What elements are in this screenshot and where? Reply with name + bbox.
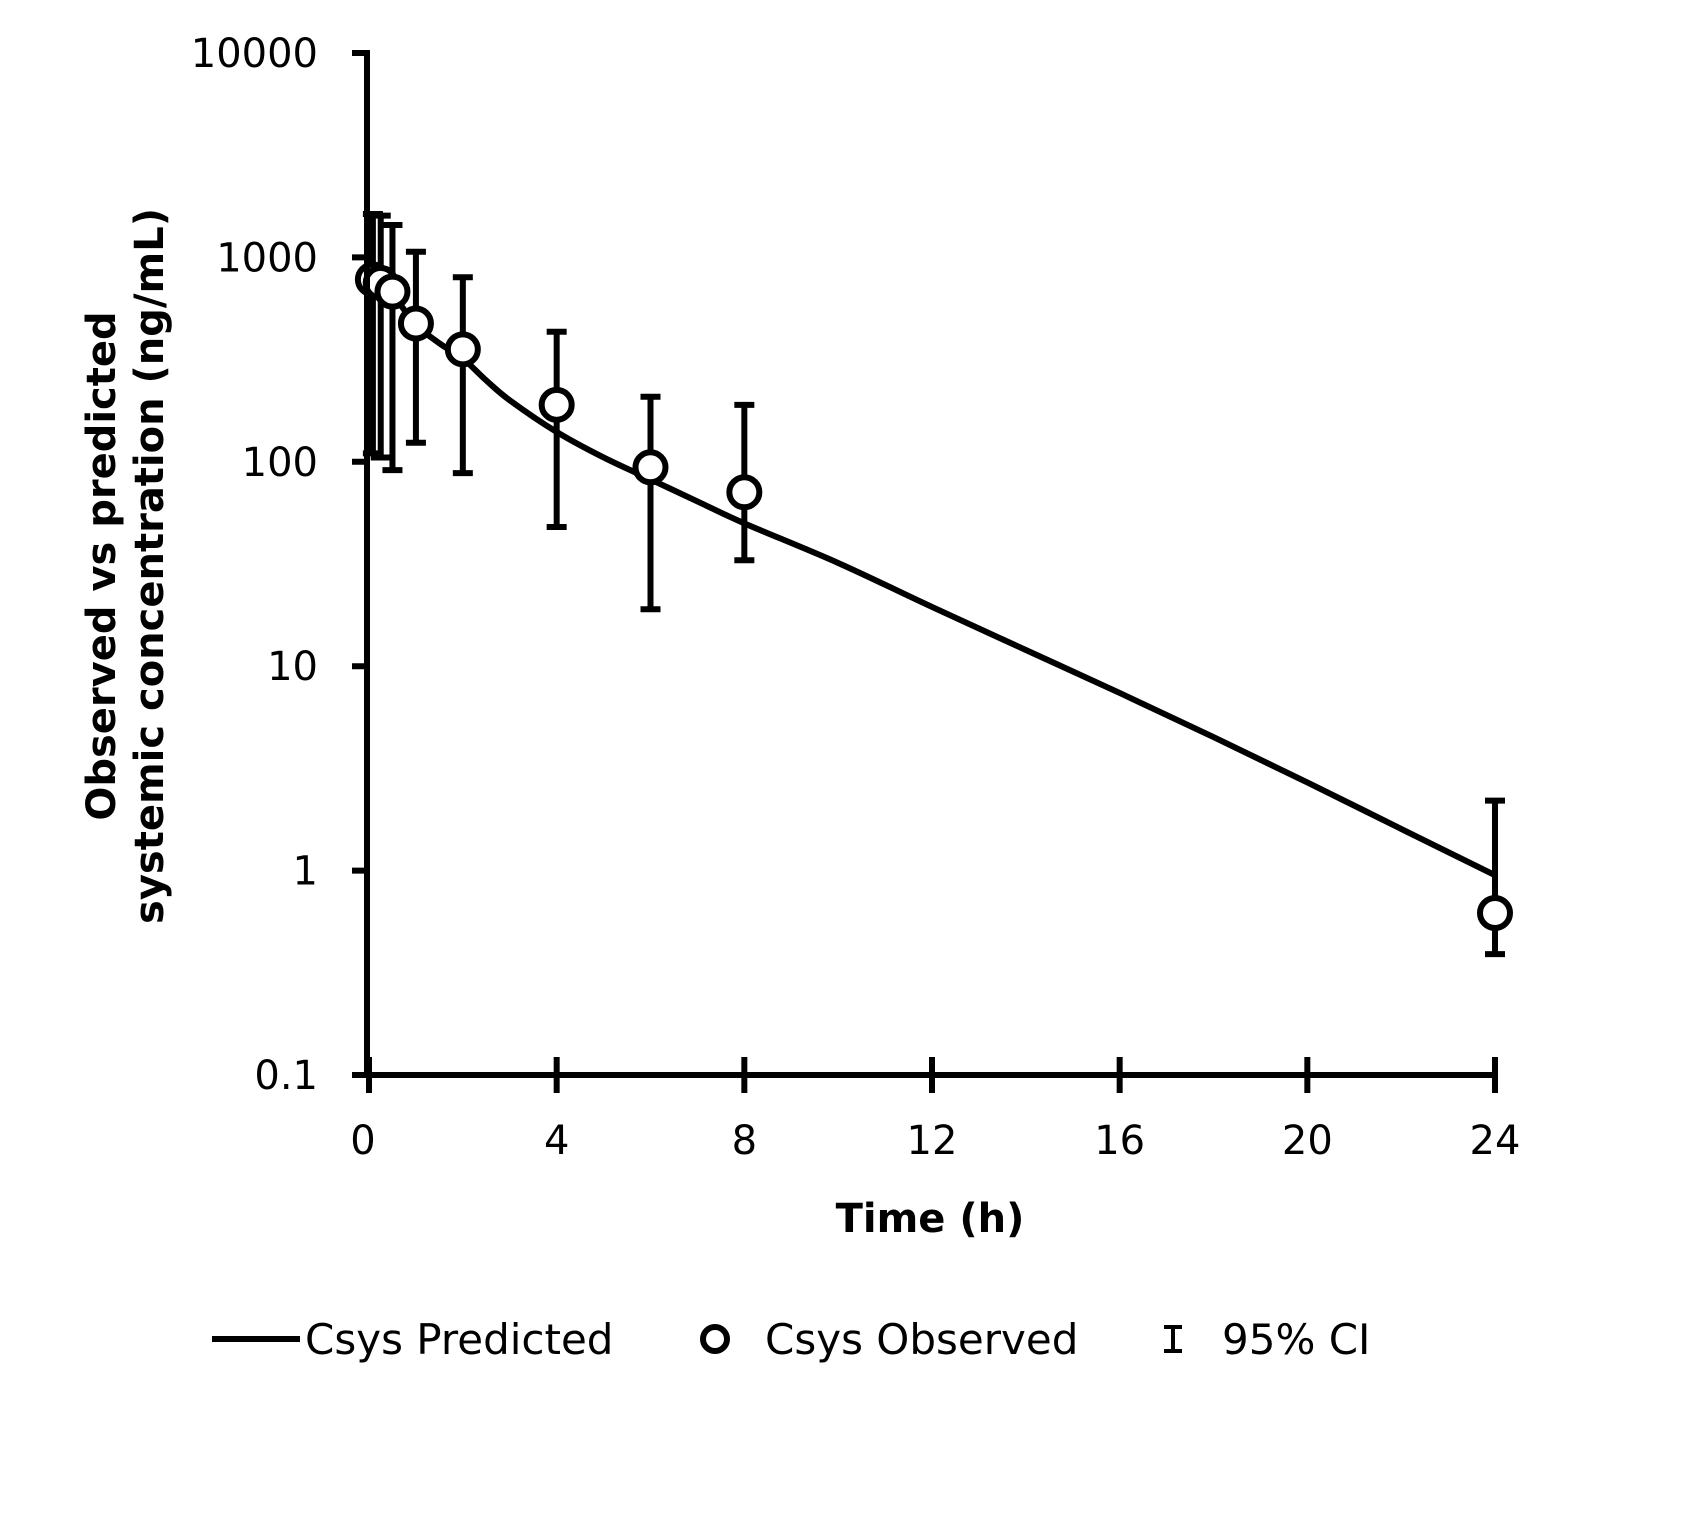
error-bar [405, 248, 426, 446]
x-tick-label: 8 [732, 1118, 757, 1164]
x-tick-label: 24 [1470, 1118, 1521, 1164]
x-tick-label: 20 [1282, 1118, 1333, 1164]
y-tick-label: 0.1 [254, 1053, 318, 1099]
error-bars [362, 211, 1505, 958]
legend-label-ci: 95% CI [1222, 1315, 1370, 1364]
legend-item-observed: Csys Observed [700, 1315, 1078, 1364]
legend-label-predicted: Csys Predicted [305, 1315, 613, 1364]
error-bar [382, 222, 403, 474]
axes: 0.1 1 10 100 1000 10000 0 4 8 12 16 20 24 [191, 31, 1521, 1164]
y-axis-title-line-2: systemic concentration (ng/mL) [127, 208, 173, 924]
y-tick-label: 100 [242, 440, 318, 486]
predicted-line [367, 274, 1497, 878]
observed-point [632, 449, 669, 486]
y-tick-label: 1000 [216, 235, 318, 281]
observed-point [374, 273, 411, 310]
x-tick-label: 0 [350, 1118, 375, 1164]
y-tick-label: 10 [267, 644, 318, 690]
x-ticks: 0 4 8 12 16 20 24 [350, 1057, 1520, 1164]
y-tick-label: 10000 [191, 31, 318, 77]
error-bar [452, 274, 473, 477]
observed-markers [354, 261, 1513, 932]
observed-point [397, 305, 434, 342]
x-tick-label: 12 [907, 1118, 958, 1164]
y-tick-label: 1 [293, 849, 318, 895]
observed-point [1477, 895, 1513, 932]
legend-item-predicted: Csys Predicted [212, 1315, 613, 1364]
error-bar [1485, 797, 1505, 958]
plot-area [354, 211, 1513, 958]
y-axis-title-line-1: Observed vs predicted [79, 311, 125, 820]
observed-point [444, 331, 481, 368]
error-bar [640, 393, 661, 613]
legend-errorbar-symbol [1164, 1325, 1182, 1353]
observed-point [726, 474, 763, 511]
x-axis-title: Time (h) [836, 1196, 1025, 1242]
legend-circle-symbol [700, 1324, 730, 1354]
legend-item-ci: 95% CI [1164, 1315, 1370, 1364]
legend: Csys Predicted Csys Observed 95% CI [212, 1315, 1370, 1364]
y-ticks: 0.1 1 10 100 1000 10000 [191, 31, 369, 1099]
x-tick-label: 16 [1094, 1118, 1145, 1164]
legend-label-observed: Csys Observed [765, 1315, 1078, 1364]
error-bar [370, 212, 391, 461]
x-tick-label: 4 [544, 1118, 569, 1164]
observed-point [538, 386, 575, 423]
